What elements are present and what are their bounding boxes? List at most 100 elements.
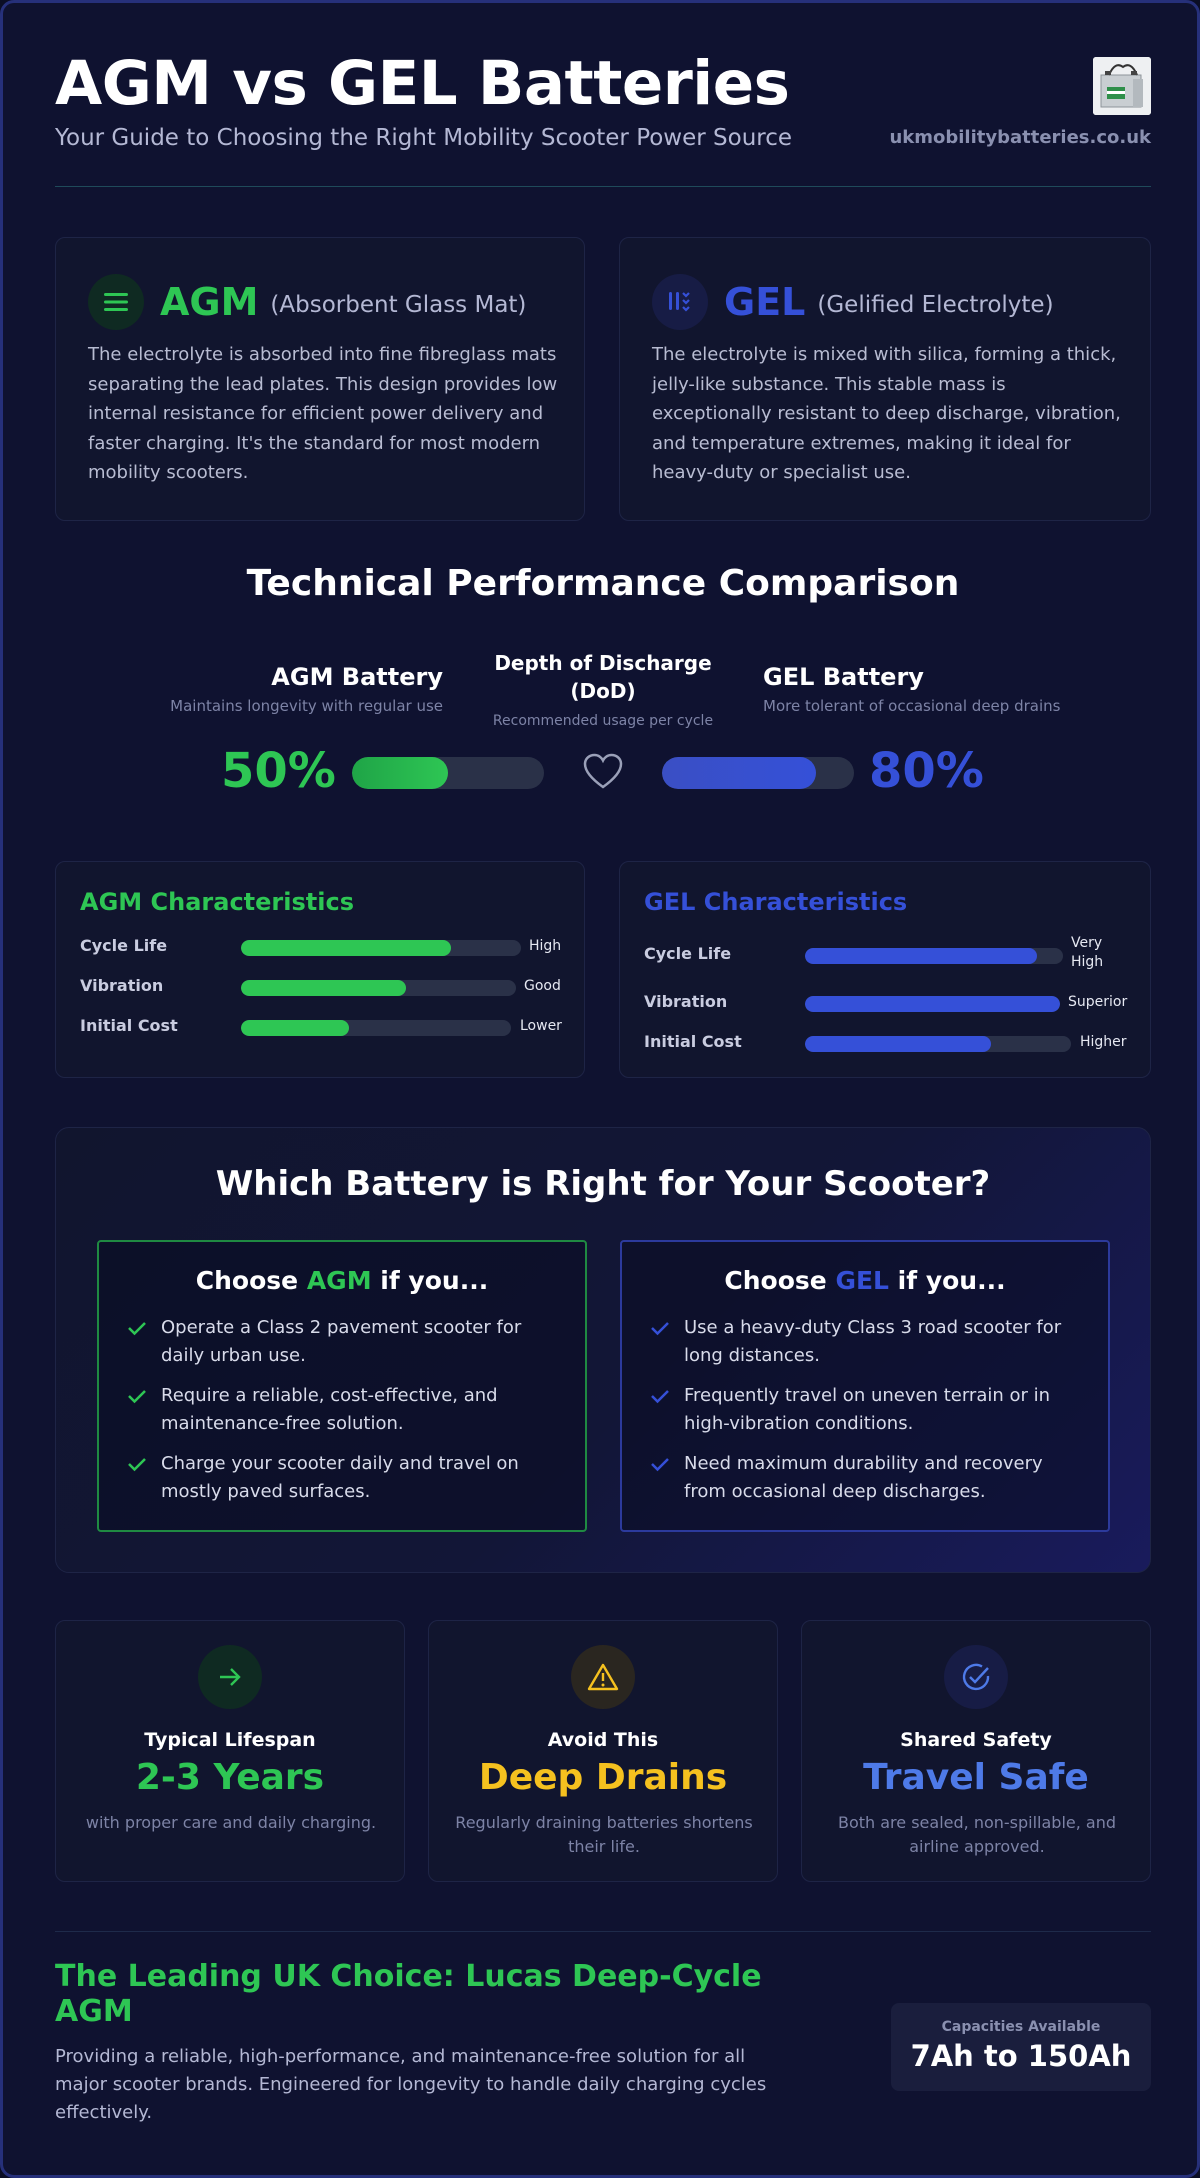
gel-char-bar-fill (805, 996, 1060, 1012)
list-item: Operate a Class 2 pavement scooter for d… (127, 1314, 567, 1370)
stat-value: 2-3 Years (135, 1757, 325, 1798)
stat-card-lifespan: Typical Lifespan 2-3 Years with proper c… (55, 1620, 405, 1882)
gel-dod-bar-fill (662, 757, 816, 789)
check-icon (651, 1458, 669, 1472)
gel-description: The electrolyte is mixed with silica, fo… (652, 344, 1121, 483)
agm-dod-bar (352, 757, 544, 789)
choose-agm-card: Choose AGM if you... Operate a Class 2 p… (97, 1240, 587, 1532)
agm-characteristics-card: AGM Characteristics Cycle Life High Vibr… (55, 861, 585, 1078)
capacities-value: 7Ah to 150Ah (910, 2039, 1132, 2073)
gel-char-row: Cycle Life Very High (644, 935, 1128, 970)
agm-char-value: Lower (520, 1018, 562, 1034)
agm-dod-note: Maintains longevity with regular use (170, 697, 443, 715)
gel-char-bar (805, 948, 1063, 964)
check-icon (651, 1322, 669, 1336)
choose-gel-pre: Choose (724, 1266, 836, 1295)
agm-char-row: Cycle Life High (80, 932, 562, 962)
list-item: Use a heavy-duty Class 3 road scooter fo… (650, 1314, 1090, 1370)
stat-card-avoid: Avoid This Deep Drains Regularly drainin… (428, 1620, 778, 1882)
dod-title: Depth of Discharge (DoD) (494, 651, 712, 703)
agm-char-bar (241, 1020, 511, 1036)
check-icon (651, 1390, 669, 1404)
agm-char-label: Cycle Life (80, 936, 168, 955)
list-item: Charge your scooter daily and travel on … (127, 1450, 567, 1506)
capacities-label: Capacities Available (941, 2019, 1101, 2035)
agm-char-bar (241, 940, 521, 956)
agm-char-row: Vibration Good (80, 972, 562, 1002)
agm-char-bar-fill (241, 1020, 349, 1036)
agm-char-bar-fill (241, 980, 406, 996)
check-icon (128, 1390, 146, 1404)
gel-char-label: Initial Cost (644, 1032, 742, 1051)
choose-gel-card: Choose GEL if you... Use a heavy-duty Cl… (620, 1240, 1110, 1532)
agm-char-value: High (529, 938, 562, 954)
gel-dod-bar (662, 757, 854, 789)
gel-char-bar-fill (805, 948, 1038, 964)
choose-gel-name: GEL (835, 1266, 889, 1295)
gel-drops-icon (652, 274, 708, 330)
agm-dod-percent: 50% (221, 743, 336, 799)
stat-note: Regularly draining batteries shortens th… (455, 1813, 753, 1856)
list-item-text: Operate a Class 2 pavement scooter for d… (161, 1317, 522, 1366)
gel-dod-percent: 80% (869, 743, 984, 799)
gel-dod-note: More tolerant of occasional deep drains (763, 697, 1061, 715)
stat-value: Travel Safe (863, 1757, 1089, 1798)
list-item: Need maximum durability and recovery fro… (650, 1450, 1090, 1506)
list-item-text: Frequently travel on uneven terrain or i… (684, 1385, 1051, 1434)
heart-icon (583, 753, 623, 795)
agm-char-label: Initial Cost (80, 1016, 178, 1035)
footer-description: Providing a reliable, high-performance, … (55, 2046, 767, 2123)
agm-char-label: Vibration (80, 976, 164, 995)
gel-name: GEL (724, 280, 806, 324)
page-title: AGM vs GEL Batteries (55, 48, 790, 119)
comparison-title: Technical Performance Comparison (246, 563, 960, 604)
gel-characteristics-card: GEL Characteristics Cycle Life Very High… (619, 861, 1151, 1078)
choose-gel-title: Choose GEL if you... (622, 1266, 1108, 1295)
choose-gel-post: if you... (888, 1266, 1006, 1295)
agm-dod-header: AGM Battery Maintains longevity with reg… (103, 663, 443, 715)
gel-char-bar (805, 996, 1060, 1012)
header: AGM vs GEL Batteries Your Guide to Choos… (55, 47, 1151, 187)
choose-agm-list: Operate a Class 2 pavement scooter for d… (127, 1314, 567, 1518)
gel-char-label: Vibration (644, 992, 728, 1011)
divider (55, 186, 1151, 187)
which-battery-section: Which Battery is Right for Your Scooter?… (55, 1127, 1151, 1573)
capacities-badge: Capacities Available 7Ah to 150Ah (891, 2003, 1151, 2091)
site-url: ukmobilitybatteries.co.uk (889, 127, 1151, 148)
stat-card-safety: Shared Safety Travel Safe Both are seale… (801, 1620, 1151, 1882)
list-item-text: Use a heavy-duty Class 3 road scooter fo… (684, 1317, 1062, 1366)
list-item-text: Require a reliable, cost-effective, and … (161, 1385, 498, 1434)
choose-agm-post: if you... (371, 1266, 489, 1295)
choose-agm-name: AGM (306, 1266, 372, 1295)
agm-char-bar (241, 980, 516, 996)
page-subtitle: Your Guide to Choosing the Right Mobilit… (55, 125, 793, 151)
stat-label: Avoid This (547, 1729, 659, 1751)
footer-title: The Leading UK Choice: Lucas Deep-Cycle … (55, 1959, 762, 2029)
check-circle-icon (944, 1645, 1008, 1709)
agm-description: The electrolyte is absorbed into fine fi… (88, 344, 558, 483)
choose-gel-list: Use a heavy-duty Class 3 road scooter fo… (650, 1314, 1090, 1518)
gel-char-label: Cycle Life (644, 944, 732, 963)
list-item: Frequently travel on uneven terrain or i… (650, 1382, 1090, 1438)
gel-char-row: Vibration Superior (644, 988, 1128, 1018)
check-icon (128, 1458, 146, 1472)
agm-name: AGM (160, 280, 259, 324)
agm-characteristics-title: AGM Characteristics (80, 888, 354, 916)
agm-intro-card: AGM (Absorbent Glass Mat) The electrolyt… (55, 237, 585, 521)
check-icon (128, 1322, 146, 1336)
agm-dod-name: AGM Battery (271, 663, 443, 691)
gel-char-value: Superior (1068, 994, 1128, 1010)
gel-char-value: Higher (1080, 1034, 1127, 1050)
agm-dod-bar-fill (352, 757, 448, 789)
stat-value: Deep Drains (478, 1757, 728, 1798)
list-item: Require a reliable, cost-effective, and … (127, 1382, 567, 1438)
gel-intro-card: GEL (Gelified Electrolyte) The electroly… (619, 237, 1151, 521)
gel-characteristics-title: GEL Characteristics (644, 888, 908, 916)
battery-product-icon (1093, 57, 1151, 115)
gel-char-bar (805, 1036, 1071, 1052)
dod-center-header: Depth of Discharge (DoD) Recommended usa… (463, 649, 743, 729)
stat-label: Shared Safety (900, 1729, 1052, 1751)
stat-note: Both are sealed, non-spillable, and airl… (837, 1813, 1117, 1856)
gel-char-row: Initial Cost Higher (644, 1028, 1128, 1058)
